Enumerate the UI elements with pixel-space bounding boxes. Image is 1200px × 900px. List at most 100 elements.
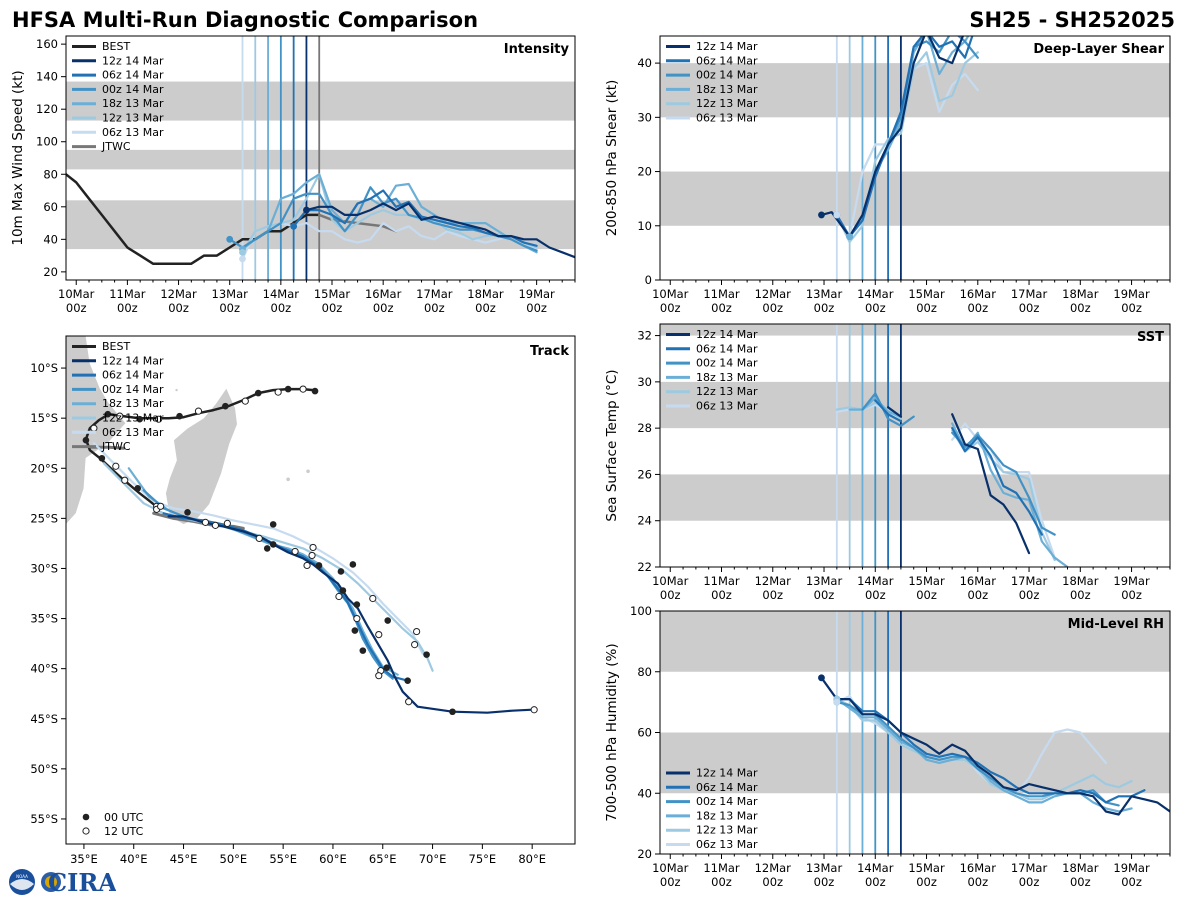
x-tick-label: 15Mar (314, 287, 351, 301)
legend-label: 00z 14 Mar (102, 383, 164, 396)
noaa-logo: NOAA (9, 869, 35, 895)
track-point-12utc (369, 594, 377, 603)
legend-label: 12z 14 Mar (696, 328, 758, 341)
legend-label: 12z 14 Mar (102, 54, 164, 67)
track-point-00utc (449, 708, 456, 716)
panel-title: Intensity (504, 42, 570, 57)
track-point-00utc (104, 410, 112, 418)
legend-label: 00z 14 Mar (102, 83, 164, 96)
track-point-00utc (337, 568, 345, 575)
x-tick-label: 10Mar (652, 287, 689, 301)
x-tick-label: 16Mar (960, 574, 997, 588)
figure-title-left: HFSA Multi-Run Diagnostic Comparison (12, 8, 478, 32)
legend-label: 12z 13 Mar (102, 412, 164, 425)
track-point-00utc (184, 509, 191, 516)
y-tick-label: 20°S (30, 461, 58, 475)
track-point-00utc (284, 385, 292, 393)
y-tick-label: 40 (637, 56, 652, 70)
threshold-band (660, 732, 1170, 794)
track-point-12utc (157, 502, 165, 510)
track-point-12utc (299, 385, 307, 393)
legend-label: JTWC (101, 140, 131, 153)
legend-label: 06z 14 Mar (102, 369, 164, 382)
track-point-00utc (359, 647, 367, 654)
x-tick-label: 14Mar (263, 287, 300, 301)
x-tick-label: 00z (424, 301, 445, 315)
legend-label: 12z 13 Mar (696, 97, 758, 110)
track-point-12utc (274, 388, 282, 396)
x-tick-label: 00z (762, 875, 783, 889)
x-tick-label: 00z (219, 301, 240, 315)
plot-frame (659, 35, 1171, 281)
legend-label: 06z 14 Mar (696, 342, 758, 355)
y-tick-label: 25°S (30, 511, 58, 525)
y-axis-label: 200-850 hPa Shear (kt) (604, 80, 620, 237)
marker-legend-filled (82, 813, 90, 821)
x-tick-label: 75°E (469, 852, 497, 866)
track-point-12utc (309, 543, 317, 552)
cira-logo: CIRA (41, 868, 116, 896)
track-point-12utc (375, 630, 383, 639)
track-point-12utc (335, 592, 343, 601)
x-tick-label: 13Mar (806, 861, 843, 875)
y-tick-label: 40 (637, 786, 652, 800)
track-point-12utc (121, 476, 129, 484)
track-point-12utc (308, 551, 316, 560)
y-tick-label: 80 (43, 167, 58, 181)
marker-legend-label: 12 UTC (104, 825, 144, 838)
track-point-12utc (201, 518, 210, 526)
track-point-12utc (112, 462, 120, 470)
x-tick-label: 19Mar (1113, 574, 1150, 588)
x-tick-label: 13Mar (806, 574, 843, 588)
x-tick-label: 18Mar (1062, 287, 1099, 301)
x-tick-label: 15Mar (908, 861, 945, 875)
track-point-00utc (384, 617, 392, 624)
x-tick-label: 12Mar (755, 287, 792, 301)
x-tick-label: 70°E (419, 852, 447, 866)
x-tick-label: 00z (916, 875, 937, 889)
x-tick-label: 17Mar (1011, 861, 1048, 875)
threshold-band (660, 63, 1170, 118)
legend-label: 18z 13 Mar (696, 83, 758, 96)
x-tick-label: 00z (475, 301, 496, 315)
init-point (846, 233, 854, 241)
track-point-00utc (82, 436, 90, 444)
legend-label: 06z 14 Mar (102, 69, 164, 82)
legend-label: 12z 14 Mar (696, 40, 758, 53)
legend-label: 12z 13 Mar (696, 824, 758, 837)
x-tick-label: 65°E (369, 852, 397, 866)
panel-track: 35°E 40°E 45°E 50°E 55°E 60°E 65°E 70°E 75°E 80°E… (30, 335, 576, 866)
series-line (241, 173, 538, 254)
x-tick-label: 18Mar (1062, 574, 1099, 588)
x-tick-label: 00z (271, 301, 292, 315)
init-point (303, 206, 310, 214)
track-point-12utc (155, 415, 163, 423)
legend-label: 12z 13 Mar (102, 112, 164, 125)
x-tick-label: 00z (1019, 301, 1040, 315)
track-point-00utc (423, 651, 430, 658)
x-tick-label: 00z (916, 301, 937, 315)
x-tick-label: 12Mar (755, 861, 792, 875)
track-point-12utc (255, 534, 263, 542)
track-point-00utc (351, 627, 359, 634)
x-tick-label: 17Mar (416, 287, 453, 301)
legend-label: 06z 13 Mar (102, 426, 164, 439)
track-point-00utc (98, 454, 106, 462)
x-tick-label: 45°E (170, 852, 198, 866)
threshold-band (66, 81, 575, 121)
legend-label: 00z 14 Mar (696, 795, 758, 808)
x-tick-label: 00z (660, 875, 681, 889)
legend-label: 12z 14 Mar (696, 767, 758, 780)
track-point-12utc (116, 412, 124, 420)
x-tick-label: 11Mar (109, 287, 146, 301)
x-tick-label: 00z (916, 588, 937, 602)
y-axis-label: Sea Surface Temp (°C) (604, 369, 620, 521)
threshold-band (660, 611, 1170, 672)
series-line (241, 173, 538, 254)
plot-area (66, 36, 575, 280)
x-tick-label: 15Mar (908, 574, 945, 588)
series-line (861, 392, 915, 427)
x-tick-label: 17Mar (1011, 574, 1048, 588)
series-line (874, 399, 903, 423)
x-tick-label: 00z (1121, 301, 1142, 315)
